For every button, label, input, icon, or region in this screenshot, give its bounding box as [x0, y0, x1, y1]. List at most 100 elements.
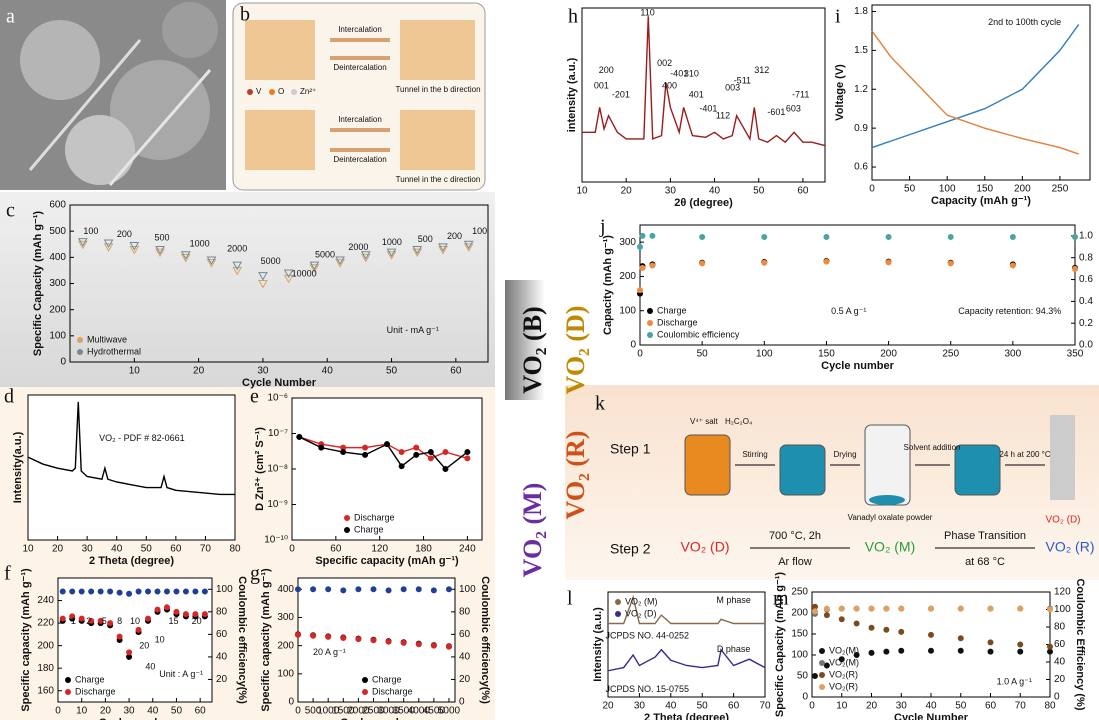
product-label: VO₂ (D) — [1046, 515, 1081, 526]
marker — [987, 605, 994, 612]
chart-panel: i 0 50 100 150 200 250 0.6 0.9 1.2 1.5 1.8 Capacity … — [834, 4, 1091, 207]
y-axis-label: intensity (a.u.) — [566, 57, 578, 132]
marker — [88, 617, 95, 624]
y-axis-label: Specific capacity (mAh g⁻¹) — [260, 568, 272, 712]
legend-label: Discharge — [657, 317, 698, 327]
x-tick-label: 5000 — [438, 706, 461, 717]
legend-label: Discharge — [354, 512, 395, 522]
y2-tick-label: 100 — [1054, 604, 1071, 615]
marker — [340, 635, 347, 642]
x-tick-label: 0 — [637, 349, 643, 360]
marker — [898, 605, 905, 612]
marker — [823, 258, 830, 265]
panel-letter: d — [4, 386, 14, 408]
y2-tick-label: 80 — [459, 606, 471, 617]
marker — [325, 586, 332, 593]
y-tick-label: 400 — [49, 252, 66, 263]
y-axis-label: Intensity (a.u.) — [592, 607, 604, 682]
y-tick-label: 200 — [791, 608, 808, 619]
x-tick-label: 150 — [976, 184, 993, 195]
x-tick-label: 20 — [100, 706, 112, 717]
marker — [463, 240, 474, 250]
x-tick-label: 2000 — [347, 706, 370, 717]
panel-bg — [0, 192, 495, 387]
marker — [129, 242, 140, 251]
x-tick-label: 0 — [289, 544, 295, 555]
marker — [868, 624, 875, 631]
marker — [206, 256, 217, 265]
marker — [173, 588, 180, 595]
side-label: VO₂ (M) — [518, 483, 547, 578]
x-axis-label: 2θ (degree) — [674, 197, 733, 209]
x-tick-label: 10 — [129, 366, 141, 377]
marker — [145, 588, 152, 595]
legend-label: O — [278, 87, 284, 96]
annotation: 200 — [447, 231, 462, 241]
panel-letter: h — [568, 6, 578, 28]
x-tick-label: 60 — [170, 544, 182, 555]
annotation: 1000 — [382, 237, 402, 247]
marker — [385, 587, 392, 594]
legend-label: Multiwave — [87, 334, 127, 344]
annotation: 2 — [86, 616, 91, 626]
x-tick-label: 30 — [82, 544, 94, 555]
legend-swatch — [819, 648, 825, 654]
x-tick-label: 0 — [55, 706, 61, 717]
marker — [103, 243, 114, 252]
marker — [413, 444, 420, 451]
panel-letter: j — [599, 216, 606, 238]
marker — [637, 243, 643, 250]
y-tick-label: 100 — [791, 650, 808, 661]
annotation: Unit : A g⁻¹ — [159, 669, 203, 679]
x-tick-label: 10 — [836, 701, 848, 712]
y2-tick-label: 20 — [216, 674, 228, 685]
annotation: 200 — [117, 229, 132, 239]
sem-image: a — [0, 0, 226, 190]
x-tick-label: 100 — [756, 349, 773, 360]
x-tick-label: 180 — [415, 544, 432, 555]
legend-swatch — [615, 611, 621, 617]
caption: Tunnel in the b direction — [395, 85, 480, 94]
y-tick-label: 10⁻¹⁰ — [264, 535, 288, 546]
annotation: 20 — [192, 616, 202, 626]
series-line — [27, 401, 235, 496]
annotation: 40 — [145, 662, 155, 672]
annotation: 003 — [725, 82, 740, 92]
chart-panel: f0 10 20 30 40 50 6016018020022024020406080100… — [4, 563, 248, 720]
marker — [103, 239, 114, 248]
marker — [59, 615, 66, 622]
marker — [135, 626, 142, 633]
y-tick-label: 0 — [60, 357, 66, 368]
marker — [398, 463, 405, 470]
marker — [430, 587, 437, 594]
marker — [318, 444, 325, 451]
series-line — [871, 30, 1079, 155]
marker — [386, 248, 397, 258]
y-tick-label: 0 — [630, 340, 636, 351]
step-text: Drying — [833, 450, 856, 459]
marker — [232, 266, 243, 276]
marker — [180, 253, 191, 263]
y2-axis-label: Coulombic efficiency(%) — [236, 576, 248, 704]
annotation: VO₂ - PDF # 82-0661 — [99, 433, 185, 443]
annotation: 002 — [657, 58, 672, 68]
marker — [823, 234, 830, 240]
side-label: VO₂ (B) — [518, 306, 547, 393]
panel-letter: f — [4, 563, 11, 585]
annotation: 500 — [418, 234, 433, 244]
marker — [360, 251, 371, 260]
marker — [811, 673, 818, 679]
y-tick-label: 1.5 — [854, 45, 868, 56]
x-tick-label: 0 — [869, 184, 875, 195]
y2-tick-label: 60 — [216, 629, 228, 640]
x-tick-label: 50 — [697, 349, 709, 360]
legend-swatch — [362, 677, 368, 683]
annotation: 1000 — [190, 239, 210, 249]
legend-swatch — [344, 515, 350, 521]
y-axis-label: Specific Capacity (mAh g⁻¹) — [774, 572, 786, 718]
marker — [811, 608, 818, 615]
marker — [310, 632, 317, 639]
panel-letter: k — [595, 393, 605, 415]
marker — [1009, 262, 1016, 269]
legend-label: Discharge — [75, 686, 116, 696]
